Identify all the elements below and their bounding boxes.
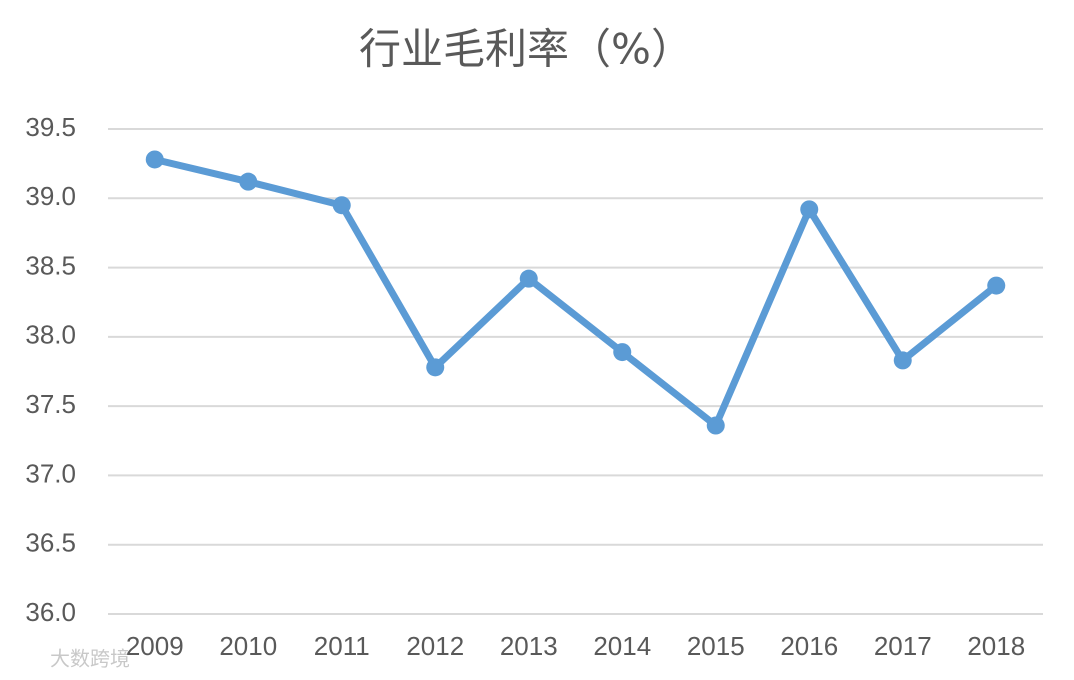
- x-tick-label: 2015: [687, 631, 745, 661]
- y-tick-label: 37.5: [25, 389, 76, 419]
- y-tick-label: 37.0: [25, 458, 76, 488]
- x-tick-label: 2016: [780, 631, 838, 661]
- marker: [706, 416, 725, 435]
- marker: [519, 269, 538, 288]
- marker: [145, 150, 164, 169]
- marker: [800, 200, 819, 219]
- x-tick-label: 2009: [126, 631, 184, 661]
- y-tick-label: 36.5: [25, 528, 76, 558]
- marker: [332, 196, 351, 215]
- x-tick-label: 2018: [967, 631, 1025, 661]
- x-tick-label: 2011: [314, 631, 370, 661]
- x-tick-label: 2012: [406, 631, 464, 661]
- marker: [239, 172, 258, 191]
- watermark: 大数跨境: [50, 647, 130, 671]
- marker: [893, 351, 912, 370]
- chart-title: 行业毛利率（%）: [359, 25, 693, 74]
- line: [153, 156, 999, 430]
- y-tick-label: 39.5: [25, 112, 76, 142]
- y-tick-label: 38.5: [25, 250, 76, 280]
- marker: [613, 343, 632, 362]
- y-tick-label: 36.0: [25, 597, 76, 627]
- y-tick-label: 39.0: [25, 181, 76, 211]
- y-tick-label: 38.0: [25, 320, 76, 350]
- x-tick-label: 2014: [593, 631, 651, 661]
- x-tick-label: 2017: [874, 631, 932, 661]
- x-tick-label: 2010: [219, 631, 277, 661]
- x-tick-label: 2013: [500, 631, 558, 661]
- marker: [426, 358, 445, 377]
- marker: [987, 276, 1006, 295]
